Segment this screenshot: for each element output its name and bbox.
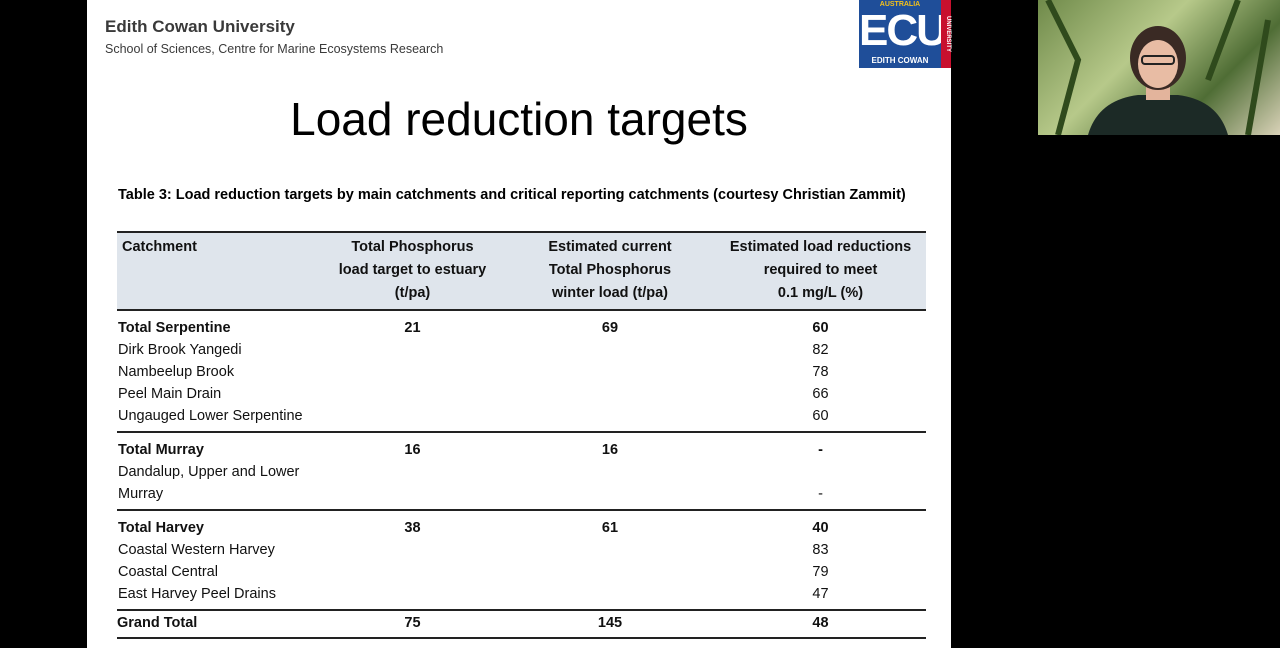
cell: Coastal Central (118, 564, 218, 580)
cell: Ungauged Lower Serpentine (117, 405, 320, 433)
table-row: Dirk Brook Yangedi 82 (117, 339, 926, 361)
cell: 60 (715, 405, 926, 433)
header-line: Total Phosphorus (351, 239, 474, 255)
cell (505, 461, 715, 511)
cell: Total Harvey (118, 520, 204, 536)
table-row: Coastal Western Harvey 83 (117, 539, 926, 561)
data-table: Catchment Total Phosphorus load target to … (117, 231, 926, 639)
cell: 48 (715, 610, 926, 639)
cell: 16 (404, 442, 421, 458)
column-header: Estimated current Total Phosphorus winter … (505, 231, 715, 311)
cell: 69 (601, 320, 619, 336)
logo-block (859, 0, 941, 68)
cell (320, 461, 505, 511)
cell (320, 383, 505, 405)
cell (505, 583, 715, 611)
cell: 61 (601, 520, 619, 536)
cell: 83 (812, 542, 829, 558)
cell: Total Murray (118, 442, 204, 458)
cell (505, 339, 715, 361)
table-row: Ungauged Lower Serpentine 60 (117, 405, 926, 433)
cell: Grand Total (117, 610, 320, 639)
cell (320, 405, 505, 433)
table-row: Total Harvey 38 61 40 (117, 510, 926, 539)
cell (320, 361, 505, 383)
table-caption: Table 3: Load reduction targets by main … (118, 187, 906, 203)
cell: 60 (812, 320, 829, 336)
logo: AUSTRALIA ECU EDITH COWAN UNIVERSITY (859, 0, 951, 68)
logo-name: EDITH COWAN (871, 56, 929, 65)
cell (505, 405, 715, 433)
cell (320, 561, 505, 583)
table-row: Peel Main Drain 66 (117, 383, 926, 405)
header-line: (t/pa) (394, 285, 431, 301)
table-body: Total Serpentine 21 69 60 Dirk Brook Yangedi… (117, 310, 926, 639)
cell (505, 561, 715, 583)
cell: East Harvey Peel Drains (117, 583, 320, 611)
cell: Dandalup, Upper and Lower Murray (117, 461, 320, 511)
cell: 75 (320, 610, 505, 639)
header-line: Catchment (122, 239, 197, 255)
cell: - (818, 442, 823, 458)
school-name: School of Sciences, Centre for Marine Ec… (105, 42, 444, 56)
university-name: Edith Cowan University (105, 17, 295, 36)
table-row: Dandalup, Upper and Lower Murray - (117, 461, 926, 511)
cell: 145 (505, 610, 715, 639)
header-line: winter load (t/pa) (552, 285, 668, 301)
cell (320, 339, 505, 361)
cell (320, 539, 505, 561)
logo-side: UNIVERSITY (941, 0, 951, 68)
logo-country: AUSTRALIA (879, 1, 921, 8)
cell (505, 361, 715, 383)
cell: 82 (812, 342, 829, 358)
header-line: required to meet (763, 262, 878, 278)
cell (505, 383, 715, 405)
table-row: Total Murray 16 16 - (117, 432, 926, 461)
cell: 66 (812, 386, 829, 402)
header-line: Estimated load reductions (729, 239, 912, 255)
header-line: load target to estuary (338, 262, 487, 278)
cell: Dirk Brook Yangedi (118, 342, 242, 358)
cell (505, 539, 715, 561)
webcam-video (1038, 0, 1280, 135)
webcam-scene (1045, 0, 1271, 135)
cell: 79 (812, 564, 829, 580)
header-line: Total Phosphorus (548, 262, 672, 278)
header-line: 0.1 mg/L (%) (777, 285, 864, 301)
header-row: Catchment Total Phosphorus load target to … (117, 231, 926, 311)
cell: 21 (404, 320, 421, 336)
column-header: Catchment (117, 231, 320, 311)
slide-title: Load reduction targets (290, 93, 748, 145)
table-row: Grand Total 75 145 48 (117, 610, 926, 639)
cell: 16 (601, 442, 619, 458)
header-line: Estimated current (548, 239, 672, 255)
slide: Edith Cowan University School of Science… (87, 0, 951, 648)
cell: 78 (812, 364, 829, 380)
cell: Coastal Western Harvey (118, 542, 275, 558)
cell: Nambeelup Brook (118, 364, 235, 380)
cell: 38 (404, 520, 421, 536)
table-row: Total Serpentine 21 69 60 (117, 310, 926, 339)
cell: - (715, 461, 926, 511)
column-header: Total Phosphorus load target to estuary (t… (320, 231, 505, 311)
table-row: Nambeelup Brook 78 (117, 361, 926, 383)
cell: 47 (715, 583, 926, 611)
logo-mark: ECU (859, 6, 948, 55)
table-row: East Harvey Peel Drains 47 (117, 583, 926, 611)
cell (320, 583, 505, 611)
cell: Total Serpentine (118, 320, 231, 336)
column-header: Estimated load reductions required to mee… (715, 231, 926, 311)
cell: Peel Main Drain (118, 386, 222, 402)
cell: 40 (812, 520, 829, 536)
table-row: Coastal Central 79 (117, 561, 926, 583)
